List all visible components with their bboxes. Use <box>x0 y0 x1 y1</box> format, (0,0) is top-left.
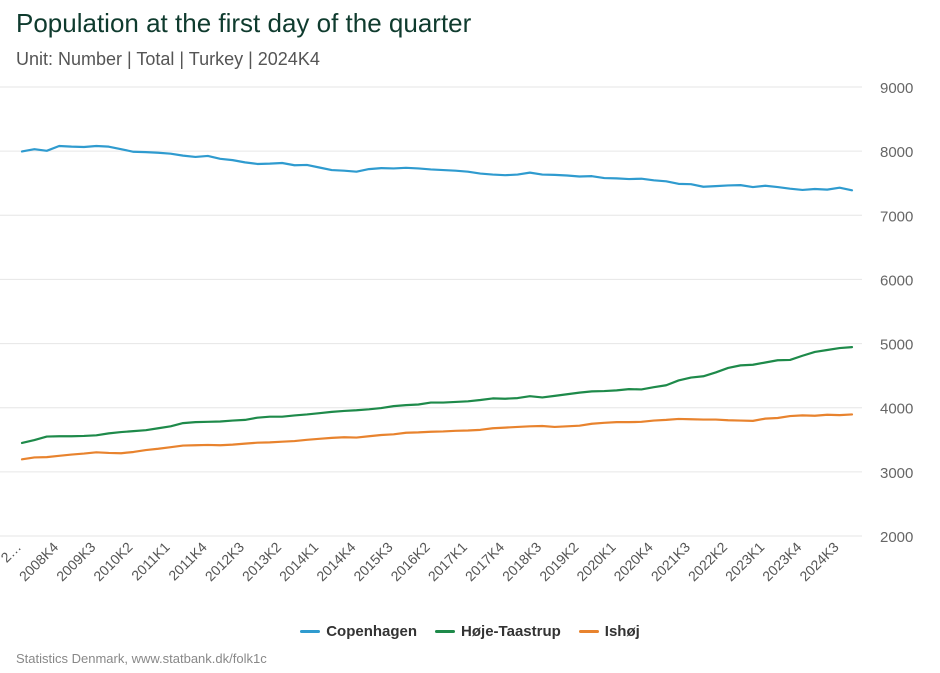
x-tick-label: 2022K2 <box>685 539 731 585</box>
y-axis-ticks: 2000 3000 4000 5000 6000 7000 8000 9000 <box>880 80 913 546</box>
y-tick-label: 8000 <box>880 144 913 161</box>
y-tick-label: 4000 <box>880 401 913 418</box>
chart-subtitle: Unit: Number | Total | Turkey | 2024K4 <box>16 49 320 69</box>
x-tick-label: 2012K3 <box>202 539 248 585</box>
legend-label: Copenhagen <box>326 622 418 640</box>
series-lines <box>20 144 854 461</box>
x-tick-label: 2… <box>0 539 24 566</box>
x-tick-label: 2017K1 <box>425 539 471 585</box>
y-tick-label: 7000 <box>880 208 913 225</box>
legend-item-ish-j[interactable]: Ishøj <box>578 622 640 640</box>
x-tick-label: 2014K1 <box>276 539 322 585</box>
x-tick-label: 2016K2 <box>387 539 433 585</box>
x-tick-label: 2011K1 <box>128 539 173 584</box>
x-tick-label: 2015K3 <box>350 539 396 585</box>
y-tick-label: 3000 <box>880 465 913 482</box>
x-tick-label: 2009K3 <box>53 539 99 585</box>
x-tick-label: 2010K2 <box>90 539 136 585</box>
gridlines <box>0 86 862 537</box>
x-tick-label: 2014K4 <box>313 539 359 585</box>
legend-item-copenhagen[interactable]: Copenhagen <box>300 623 417 640</box>
x-tick-label: 2020K4 <box>610 539 656 585</box>
x-tick-label: 2023K1 <box>722 539 768 585</box>
x-tick-label: 2013K2 <box>239 539 285 585</box>
series-line-ish-j[interactable] <box>20 413 854 461</box>
legend-swatch <box>435 629 456 633</box>
x-tick-label: 2019K2 <box>536 539 582 585</box>
series-line-copenhagen[interactable] <box>20 144 854 192</box>
x-tick-label: 2021K3 <box>648 539 694 585</box>
x-tick-label: 2024K3 <box>796 539 842 585</box>
x-tick-label: 2008K4 <box>16 539 62 585</box>
chart-legend: Copenhagen Høje-Taastrup Ishøj <box>0 620 940 642</box>
y-tick-label: 6000 <box>880 272 913 289</box>
legend-item-h-je-taastrup[interactable]: Høje-Taastrup <box>435 623 561 640</box>
legend-swatch <box>578 629 599 633</box>
legend-label: Høje-Taastrup <box>461 622 561 640</box>
legend-swatch <box>300 629 321 633</box>
x-tick-label: 2020K1 <box>573 539 619 585</box>
source-credits[interactable]: Statistics Denmark, www.statbank.dk/folk… <box>16 651 267 666</box>
x-tick-label: 2017K4 <box>462 539 508 585</box>
x-tick-label: 2018K3 <box>499 539 545 585</box>
x-tick-label: 2011K4 <box>165 539 210 584</box>
y-tick-label: 5000 <box>880 337 913 354</box>
y-tick-label: 9000 <box>880 80 913 97</box>
y-tick-label: 2000 <box>880 529 913 546</box>
legend-label: Ishøj <box>604 622 640 640</box>
x-tick-label: 2023K4 <box>759 539 805 585</box>
chart-title: Population at the first day of the quart… <box>16 8 472 38</box>
x-axis-ticks: 2…2008K42009K32010K22011K12011K42012K320… <box>0 539 842 585</box>
series-line-h-je-taastrup[interactable] <box>20 346 854 445</box>
